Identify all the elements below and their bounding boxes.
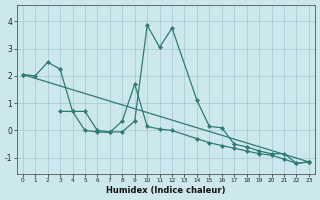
X-axis label: Humidex (Indice chaleur): Humidex (Indice chaleur) <box>106 186 226 195</box>
